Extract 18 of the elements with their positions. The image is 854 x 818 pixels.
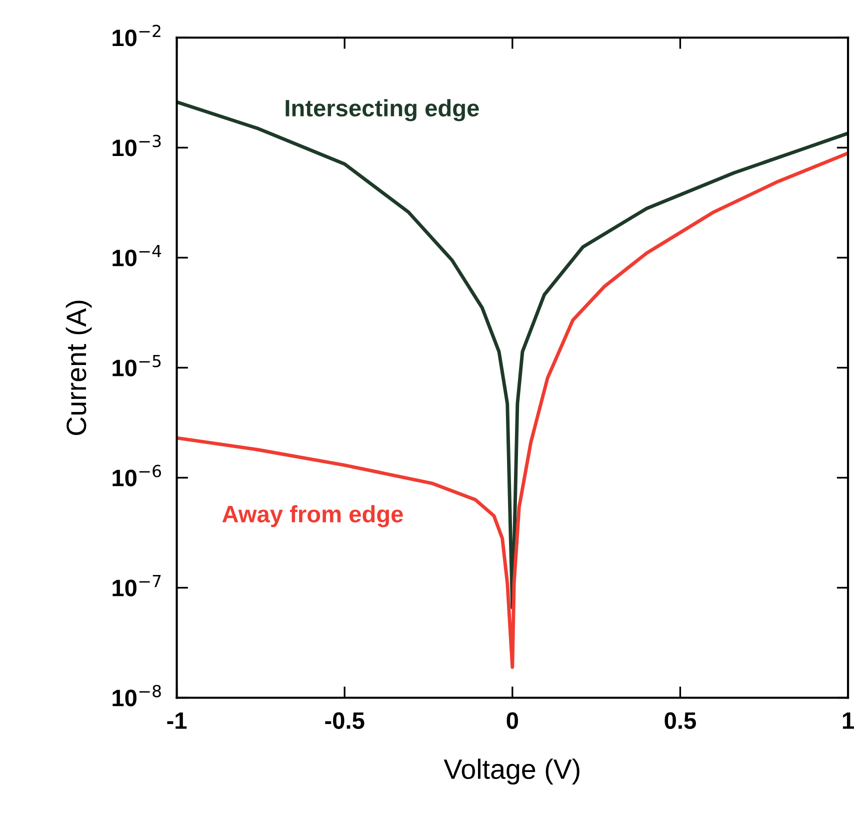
y-tick-label: 10$^{−4}$ xyxy=(112,244,162,266)
y-tick-label: 10$^{−6}$ xyxy=(112,464,161,486)
series-label: Intersecting edge xyxy=(286,99,479,122)
x-tick-label: 1 xyxy=(842,712,854,729)
x-tick-label: 0.5 xyxy=(664,712,696,729)
series-label: Away from edge xyxy=(222,505,403,528)
line-series xyxy=(176,100,848,610)
y-tick-label: 10$^{−7}$ xyxy=(112,575,161,596)
y-tick-label: 10$^{−3}$ xyxy=(112,134,161,156)
x-axis-title: Voltage (V) xyxy=(444,758,580,785)
x-tick-label: -0.5 xyxy=(325,712,364,729)
y-axis-title: Current (A) xyxy=(66,300,92,435)
y-tick-label: 10$^{−2}$ xyxy=(112,24,160,46)
y-tick-label: 10$^{−5}$ xyxy=(112,354,161,376)
x-tick-label: -1 xyxy=(167,712,187,729)
y-tick-label: 10$^{−8}$ xyxy=(112,684,161,706)
line-series xyxy=(176,151,848,669)
x-tick-label: 0 xyxy=(506,712,518,729)
